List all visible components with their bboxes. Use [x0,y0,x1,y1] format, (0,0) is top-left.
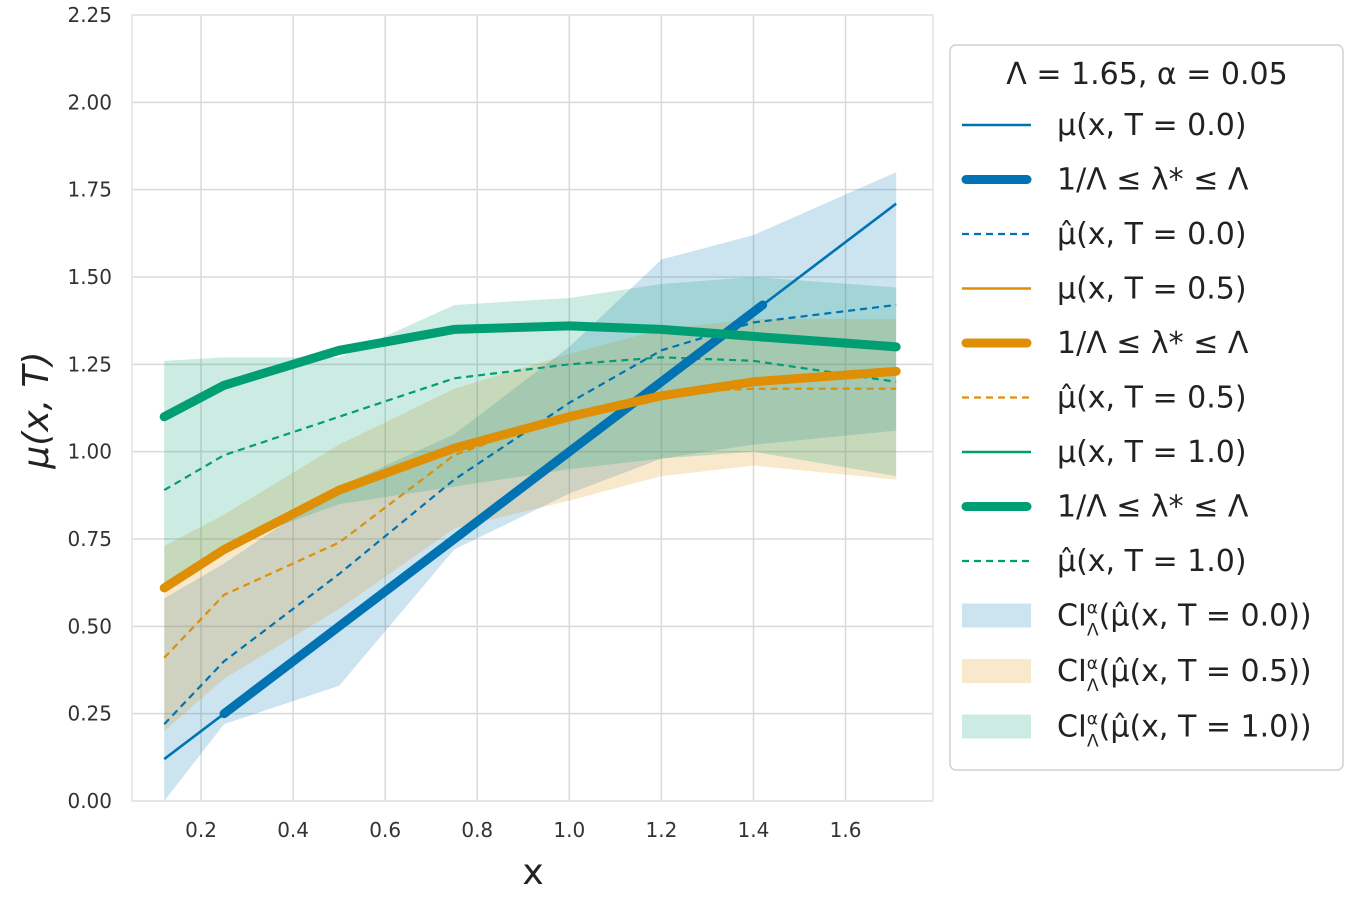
y-tick-label: 1.00 [67,440,112,464]
legend-label: CIα Λ(μ̂(x, T = 0.0)) [1057,599,1312,641]
y-tick-label: 0.75 [67,527,112,551]
x-tick-labels: 0.2 0.4 0.6 0.8 1.0 1.2 1.4 1.6 [185,818,861,842]
legend-title: Λ = 1.65, α = 0.05 [1006,57,1287,92]
x-tick-label: 1.2 [645,818,677,842]
x-tick-label: 0.2 [185,818,217,842]
legend-label: μ̂(x, T = 0.5) [1057,381,1247,416]
legend-label: CIα Λ(μ̂(x, T = 0.5)) [1057,654,1312,696]
series-line-dashed [163,356,897,492]
y-tick-label: 2.25 [67,3,112,27]
y-tick-labels: 0.00 0.25 0.50 0.75 1.00 1.25 1.50 1.75 2.00 2.25 [67,3,112,813]
y-tick-label: 1.75 [67,178,112,202]
series-line-thick [159,321,901,422]
y-axis-label: μ(x, T) [16,351,57,469]
series-line-thick [159,366,901,593]
x-axis-label: x [522,852,543,893]
legend-items: μ(x, T = 0.0) 1/Λ ≤ λ* ≤ Λ μ̂(x, T = 0.0) μ… [961,108,1312,752]
series-lines [159,202,901,761]
legend-band-swatch [962,659,1031,683]
legend-frame [949,44,1344,771]
ci-band [164,277,897,592]
y-tick-label: 0.50 [67,614,112,638]
x-tick-label: 1.6 [830,818,862,842]
legend-label: 1/Λ ≤ λ* ≤ Λ [1057,326,1249,361]
x-tick-label: 0.8 [461,818,493,842]
legend: Λ = 1.65, α = 0.05 μ(x, T = 0.0) 1/Λ ≤ λ*… [949,44,1344,771]
legend-label: CIα Λ(μ̂(x, T = 1.0)) [1057,710,1312,752]
legend-label: μ(x, T = 0.0) [1057,108,1247,143]
ci-band [164,318,897,732]
series-line-dashed [163,303,897,725]
y-tick-label: 0.25 [67,702,112,726]
x-tick-label: 1.0 [553,818,585,842]
legend-label: μ̂(x, T = 0.0) [1057,217,1247,252]
series-line-thick [219,300,768,719]
legend-label: 1/Λ ≤ λ* ≤ Λ [1057,163,1249,198]
x-tick-label: 0.4 [277,818,309,842]
legend-label: μ̂(x, T = 1.0) [1057,544,1247,579]
y-tick-label: 2.00 [67,90,112,114]
y-tick-label: 0.00 [67,789,112,813]
x-tick-label: 0.6 [369,818,401,842]
legend-label: 1/Λ ≤ λ* ≤ Λ [1057,490,1249,525]
legend-band-swatch [962,714,1031,739]
legend-label: μ(x, T = 1.0) [1057,435,1247,470]
series-line-dashed [163,387,897,659]
y-tick-label: 1.25 [67,352,112,376]
x-tick-label: 1.4 [738,818,770,842]
y-tick-label: 1.50 [67,265,112,289]
legend-label: μ(x, T = 0.5) [1057,272,1247,307]
plot-area-frame [131,14,934,802]
legend-band-swatch [962,603,1031,628]
